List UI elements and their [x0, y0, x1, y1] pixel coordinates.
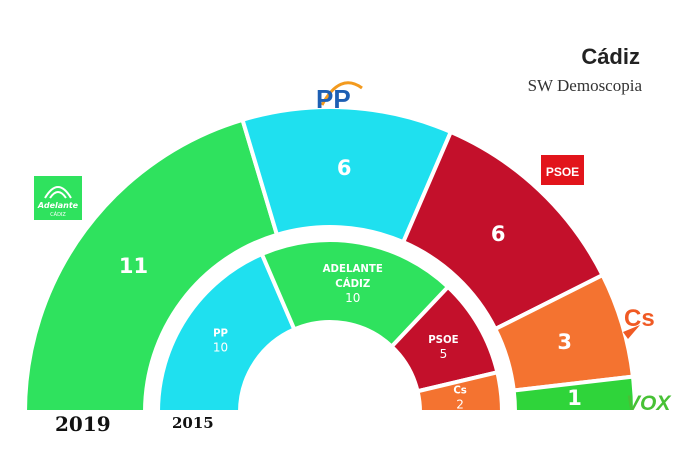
party-label-2015-adelante-c-diz: ADELANTE	[323, 264, 383, 275]
seat-value-2015-adelante-c-diz: 10	[345, 291, 360, 305]
cs-logo: Cs	[623, 305, 655, 339]
segment-2019-adelante-c-diz	[22, 117, 280, 414]
adelante-logo: Adelante CÁDIZ	[34, 176, 82, 220]
cs-logo-mark	[623, 325, 640, 339]
seat-value-2015-cs: 2	[456, 397, 464, 411]
year-label-outer: 2019	[55, 412, 111, 436]
seat-value-2019-vox: 1	[567, 386, 582, 410]
seat-value-2019-adelante-c-diz: 11	[119, 254, 148, 278]
year-label-inner: 2015	[172, 414, 214, 432]
adelante-logo-box	[34, 176, 82, 220]
adelante-logo-mark	[44, 186, 72, 199]
party-label-2015-adelante-c-diz: CÁDIZ	[335, 277, 370, 290]
segment-2015-pp	[155, 251, 297, 414]
seat-value-2019-pp: 6	[337, 156, 352, 180]
seat-value-2015-psoe: 5	[440, 347, 448, 361]
segment-2019-vox	[511, 374, 638, 414]
adelante-logo-sub: CÁDIZ	[50, 211, 66, 218]
party-label-2015-psoe: PSOE	[428, 335, 458, 346]
party-label-2015-cs: Cs	[453, 385, 467, 396]
hemicycle-rings	[22, 105, 638, 414]
pp-logo-arc	[320, 81, 363, 106]
psoe-logo-box	[541, 155, 584, 185]
pp-logo: PP	[316, 81, 363, 114]
seat-value-2019-psoe: 6	[491, 222, 506, 246]
pp-logo-text: PP	[316, 84, 351, 114]
segment-2015-cs	[415, 369, 505, 414]
title: Cádiz	[581, 44, 640, 69]
subtitle: SW Demoscopia	[527, 76, 642, 95]
seat-value-2015-pp: 10	[213, 341, 228, 355]
cs-logo-text: Cs	[624, 305, 655, 332]
party-label-2015-pp: PP	[213, 329, 228, 340]
segment-2015-adelante-c-diz	[259, 238, 451, 350]
psoe-logo: PSOE	[541, 155, 584, 185]
vox-logo: VOX	[626, 392, 672, 415]
seat-value-2019-cs: 3	[557, 330, 572, 354]
psoe-logo-text: PSOE	[546, 165, 579, 179]
adelante-logo-text: Adelante	[37, 201, 79, 210]
